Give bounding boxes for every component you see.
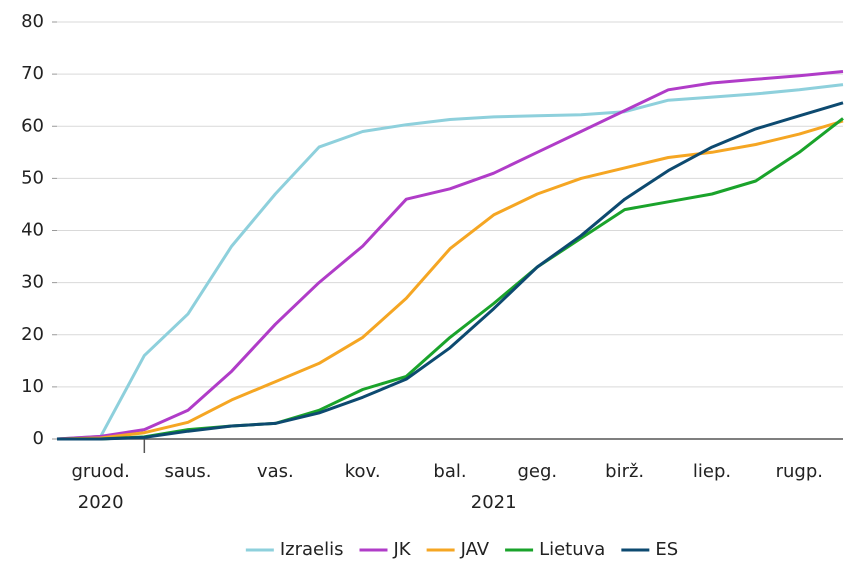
- series-line: [56, 119, 844, 441]
- y-tick-label: 30: [21, 272, 44, 293]
- legend-label: Izraelis: [280, 539, 344, 560]
- y-tick-label: 0: [33, 428, 44, 449]
- legend-label: JAV: [460, 539, 490, 560]
- y-tick-label: 50: [21, 167, 44, 188]
- series-line: [56, 83, 844, 441]
- x-tick-label: vas.: [257, 461, 294, 482]
- x-tick-label: gruod.: [71, 461, 129, 482]
- year-label: 2021: [471, 492, 517, 513]
- x-tick-label: rugp.: [776, 461, 823, 482]
- y-tick-label: 20: [21, 324, 44, 345]
- x-tick-label: birž.: [605, 461, 644, 482]
- y-tick-label: 10: [21, 376, 44, 397]
- y-tick-label: 60: [21, 115, 44, 136]
- series-line: [57, 117, 844, 441]
- legend-label: Lietuva: [539, 539, 605, 560]
- x-tick-label: liep.: [693, 461, 731, 482]
- y-tick-label: 70: [21, 63, 44, 84]
- x-tick-label: kov.: [345, 461, 381, 482]
- x-tick-label: bal.: [433, 461, 466, 482]
- x-tick-label: saus.: [165, 461, 212, 482]
- y-tick-label: 80: [21, 11, 44, 32]
- y-tick-label: 40: [21, 220, 44, 241]
- x-tick-label: geg.: [518, 461, 558, 482]
- legend-label: ES: [655, 539, 678, 560]
- series-line: [57, 101, 844, 441]
- legend-label: JK: [392, 539, 411, 560]
- series-line: [56, 70, 844, 441]
- year-label: 2020: [78, 492, 124, 513]
